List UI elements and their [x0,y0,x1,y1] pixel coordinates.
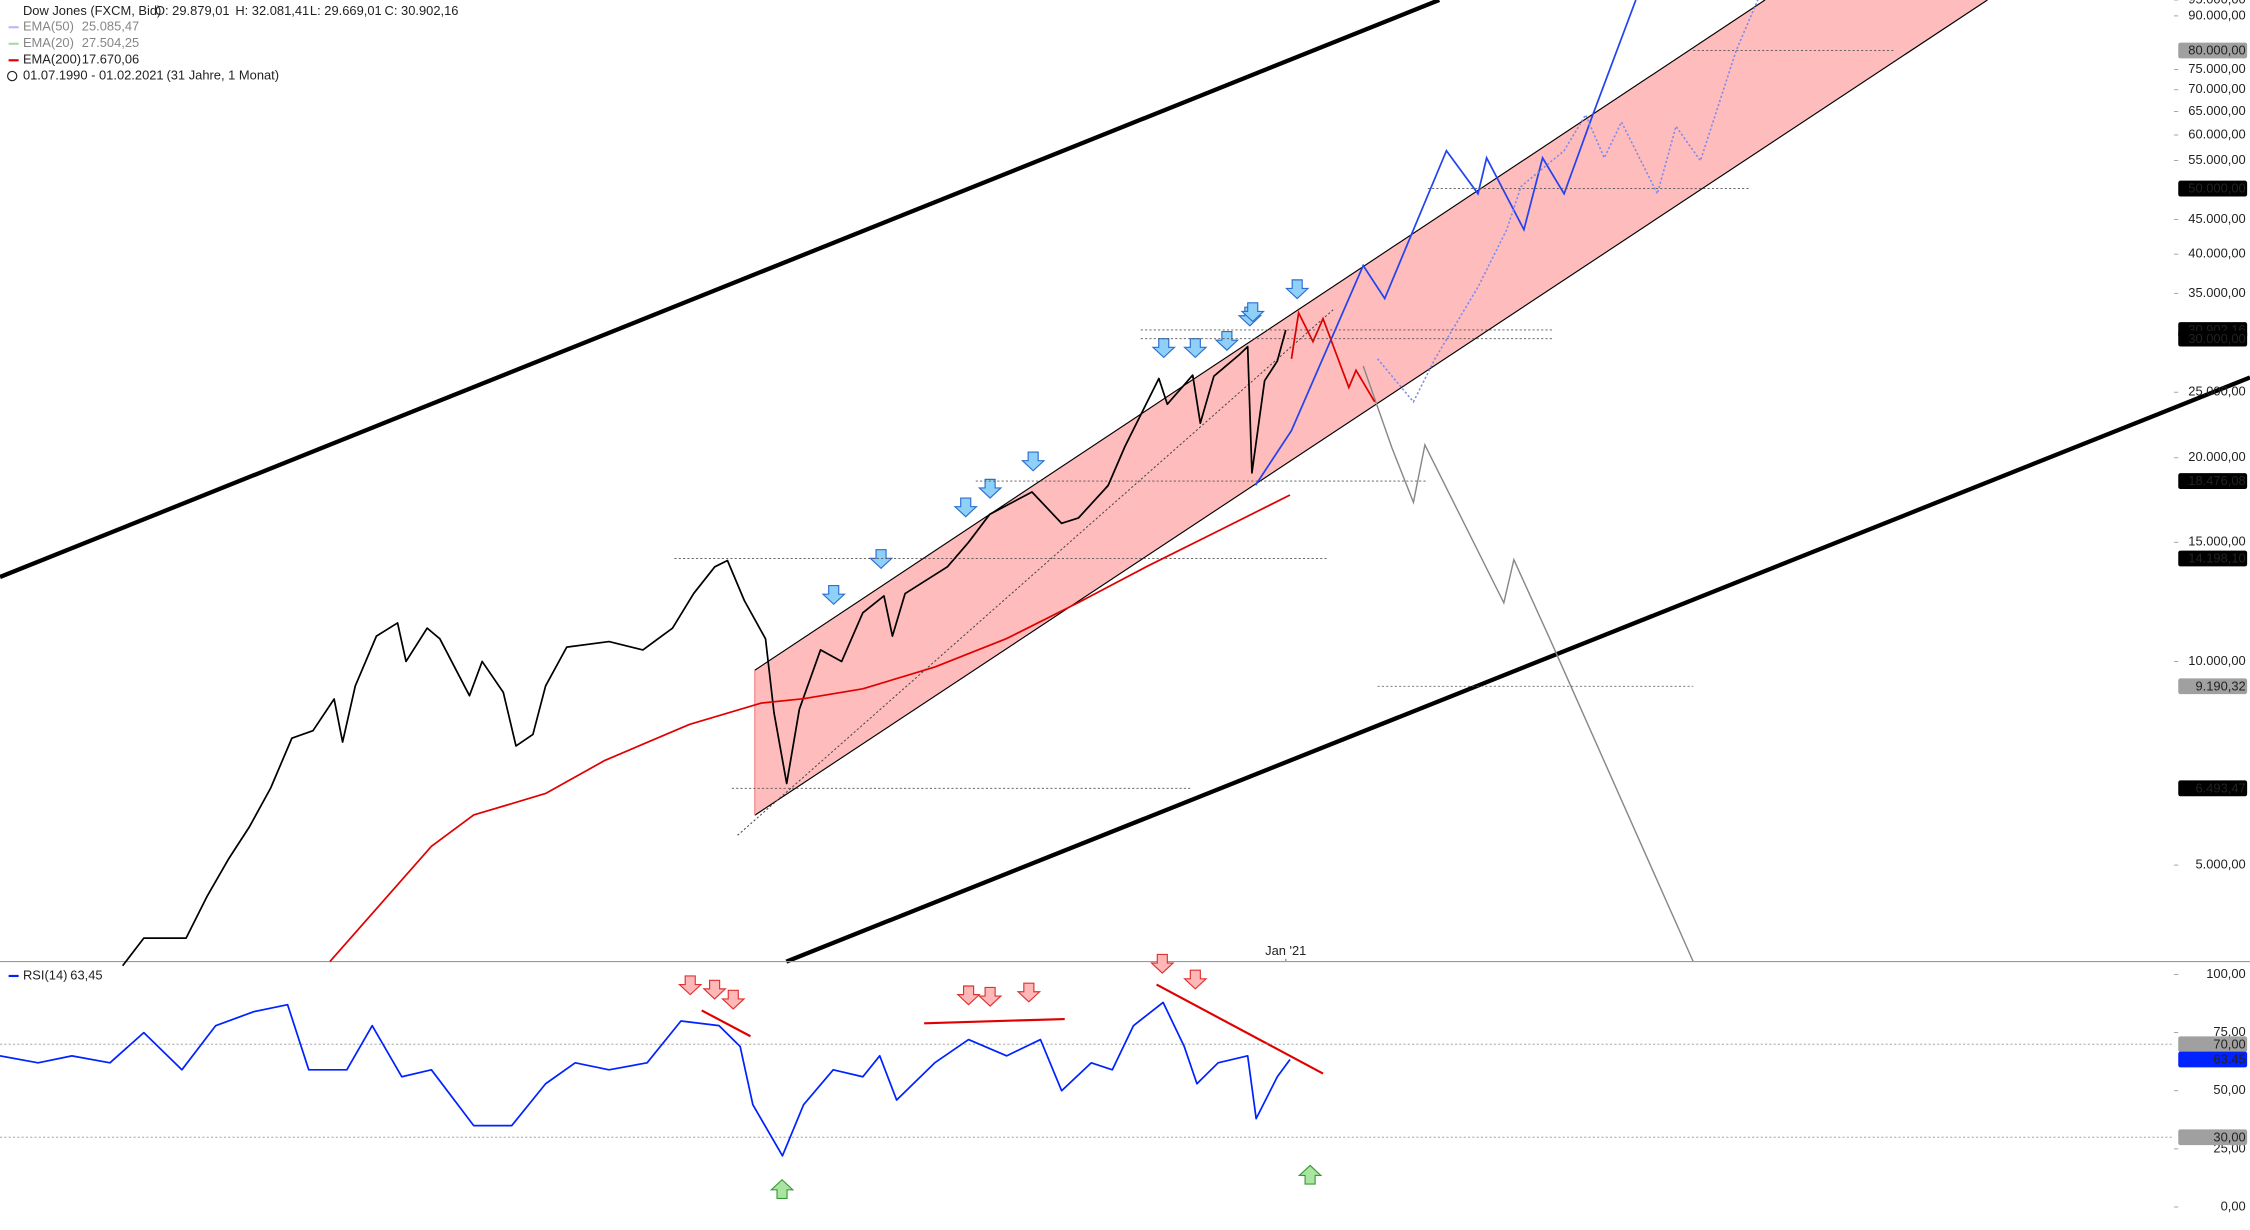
ohlc-value: L: 29.669,01 [310,3,382,18]
trend-line [785,375,2250,964]
rsi-up-arrows [770,1164,1322,1200]
ohlc-value: C: 30.902,16 [385,3,459,18]
y-tick-label: 95.000,00 [2188,0,2245,6]
panel-value: 63,45 [70,967,102,982]
y-tick-label: 0,00 [2221,1198,2246,1213]
y-tick-label: 5.000,00 [2195,856,2245,871]
legend-name: EMA(200) [23,52,81,67]
y-tick-label: 10.000,00 [2188,653,2245,668]
price-badge-label: 30.000,00 [2188,331,2245,346]
y-tick-label: 65.000,00 [2188,103,2245,118]
header: Dow Jones (FXCM, Bid) O: 29.879,01 H: 32… [7,3,459,82]
price-badge-label: 9.190,32 [2195,678,2245,693]
x-tick-label: Jan '21 [1265,943,1306,958]
price-badge [2178,42,2248,59]
y-tick-label: 70.000,00 [2188,81,2245,96]
ohlc-value: O: 29.879,01 [155,3,230,18]
legend-value: 17.670,06 [82,52,139,67]
y-tick-label: 40.000,00 [2188,246,2245,261]
price-badge [2178,1036,2248,1053]
y-tick-label: 60.000,00 [2188,126,2245,141]
y-tick-label: 35.000,00 [2188,285,2245,300]
price-badge-label: 70,00 [2213,1036,2245,1051]
legend-value: 25.085,47 [82,19,139,34]
projection [1290,310,1376,403]
price-badge-label: 80.000,00 [2188,43,2245,58]
ohlc-value: H: 32.081,41 [235,3,309,18]
trend-line [0,0,1441,579]
price-badge-label: 30,00 [2213,1129,2245,1144]
y-tick-label: 90.000,00 [2188,7,2245,22]
annotations [0,0,2250,1200]
rsi-trend [701,1009,751,1038]
price-badge [2178,780,2248,797]
y-tick-label: 20.000,00 [2188,449,2245,464]
y-tick-label: 75.000,00 [2188,61,2245,76]
price-badge-label: 63,45 [2213,1052,2245,1067]
y-tick-label: 15.000,00 [2188,534,2245,549]
price-badge-label: 18.476,08 [2188,473,2245,488]
dotted-trend [737,308,1335,836]
channel-line [754,0,1988,816]
price-badge [2178,678,2248,695]
range-label: 01.07.1990 - 01.02.2021 [23,67,164,82]
rsi-arrows [678,953,1207,1010]
price-badge [2178,1051,2248,1068]
y-tick-label: 100,00 [2206,966,2245,981]
price-badge-label: 50.000,00 [2188,181,2245,196]
rsi-trend [1156,983,1324,1075]
price-badge-label: 14.198,10 [2188,551,2245,566]
legend-name: EMA(20) [23,35,74,50]
price-badge [2178,180,2248,197]
panel-title: RSI(14) [23,967,67,982]
price-line [121,329,1287,967]
y-tick-label: 55.000,00 [2188,152,2245,167]
y-tick-label: 75,00 [2213,1024,2245,1039]
price-badge-label: 6.493,47 [2195,780,2245,795]
chart-title: Dow Jones (FXCM, Bid) [23,3,161,18]
projection [1362,365,1694,962]
clock-icon [7,70,18,82]
rsi-trend [924,1017,1065,1025]
projection [1254,0,1637,486]
y-tick-label: 50,00 [2213,1082,2245,1097]
price-badge [2178,1129,2248,1146]
legend-name: EMA(50) [23,19,74,34]
series-line [0,1001,1291,1157]
series-line [329,494,1291,963]
channel-line [754,0,1766,671]
price-badge [2178,550,2248,567]
legend-value: 27.504,25 [82,35,139,50]
range-note: (31 Jahre, 1 Monat) [166,67,279,82]
projection [1376,0,1759,404]
price-badge [2178,473,2248,489]
y-tick-label: 45.000,00 [2188,211,2245,226]
price-badge [2178,330,2248,347]
y-tick-label: 25.000,00 [2188,384,2245,399]
